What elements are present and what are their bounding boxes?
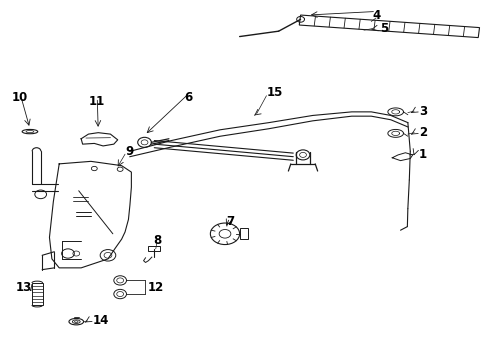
Text: 15: 15 <box>266 86 282 99</box>
Text: 10: 10 <box>12 91 28 104</box>
Bar <box>148 246 160 251</box>
Bar <box>32 283 42 305</box>
Text: 8: 8 <box>153 234 161 247</box>
Text: 5: 5 <box>379 22 387 35</box>
Text: 11: 11 <box>89 95 105 108</box>
Text: 2: 2 <box>418 126 427 139</box>
Text: 13: 13 <box>15 281 32 294</box>
Text: 7: 7 <box>225 215 233 228</box>
Text: 6: 6 <box>184 91 192 104</box>
Text: 3: 3 <box>418 105 427 118</box>
Text: 14: 14 <box>92 314 108 328</box>
Text: 9: 9 <box>125 145 133 158</box>
Text: 4: 4 <box>371 9 380 22</box>
Text: 1: 1 <box>418 148 427 161</box>
Bar <box>239 228 248 239</box>
Text: 12: 12 <box>148 281 164 294</box>
